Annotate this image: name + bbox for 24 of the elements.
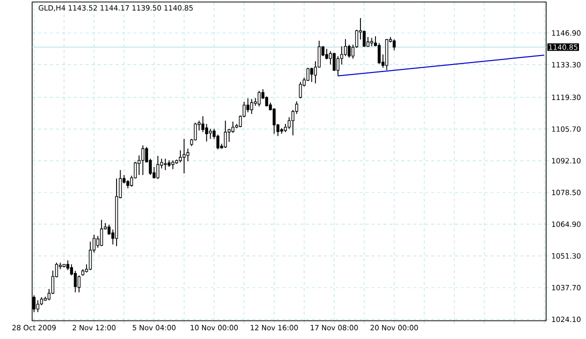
candlestick [36,300,40,313]
candlestick [332,52,336,72]
candlestick [156,156,160,180]
candlestick [216,134,220,150]
candlestick [224,120,227,149]
candlestick [141,145,144,176]
candlestick [164,158,167,171]
candlestick [344,38,347,57]
candlestick [298,82,302,99]
candlestick [100,219,104,247]
candlestick [231,121,234,134]
candlestick [208,128,212,140]
candlestick [306,67,310,82]
candlestick [78,275,81,293]
candlestick [182,138,186,174]
candlestick [246,98,250,113]
candlestick [392,39,396,51]
candlestick [194,122,197,142]
candlestick [310,67,314,83]
candlestick [325,48,328,60]
candlestick [258,90,261,108]
candlestick [74,270,77,293]
candlestick [250,98,254,115]
candlestick [186,148,190,162]
